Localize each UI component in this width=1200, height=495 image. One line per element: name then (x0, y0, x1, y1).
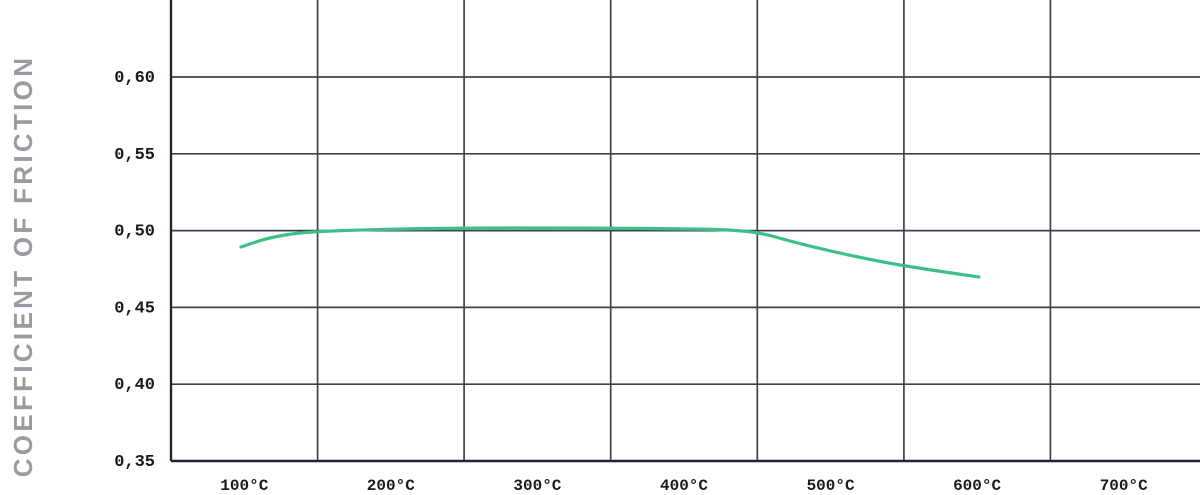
svg-text:0,45: 0,45 (114, 299, 155, 318)
svg-text:400°C: 400°C (660, 477, 708, 495)
svg-text:0,60: 0,60 (114, 69, 155, 88)
svg-text:0,50: 0,50 (114, 223, 155, 242)
svg-text:200°C: 200°C (367, 477, 415, 495)
svg-text:500°C: 500°C (807, 477, 855, 495)
svg-text:100°C: 100°C (220, 477, 268, 495)
svg-text:0,55: 0,55 (114, 146, 155, 165)
svg-text:0,40: 0,40 (114, 376, 155, 395)
svg-text:300°C: 300°C (513, 477, 561, 495)
svg-text:600°C: 600°C (953, 477, 1001, 495)
svg-text:0,35: 0,35 (114, 453, 155, 472)
svg-text:700°C: 700°C (1100, 477, 1148, 495)
